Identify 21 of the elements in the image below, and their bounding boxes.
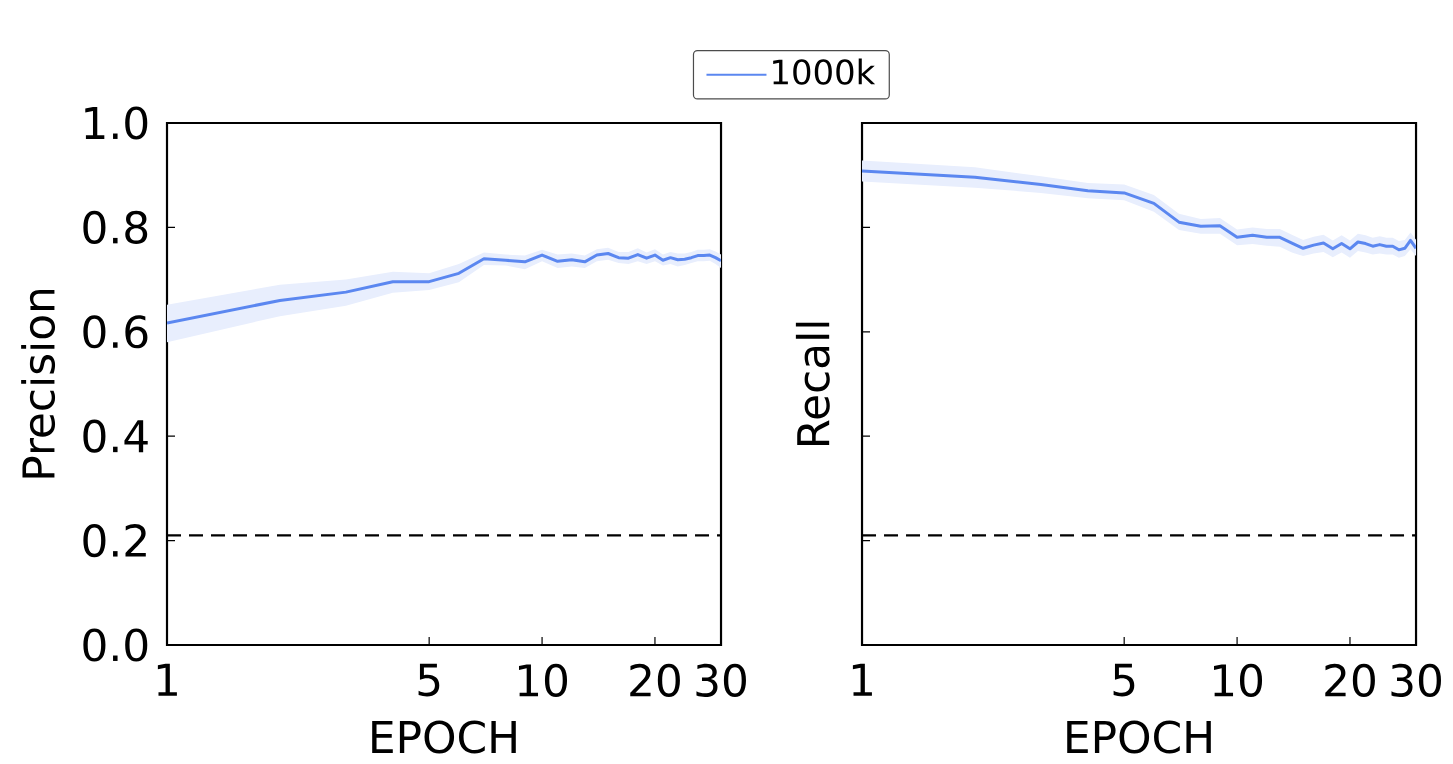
y-tick-label: 0.2 bbox=[83, 524, 146, 558]
x-axis-title: EPOCH bbox=[372, 720, 516, 754]
y-axis-title: Precision bbox=[21, 289, 56, 478]
x-tick-label: 5 bbox=[1113, 663, 1135, 697]
x-tick-label: 10 bbox=[1214, 663, 1263, 697]
y-tick-label: 0.6 bbox=[83, 315, 148, 349]
x-tick-label: 20 bbox=[1325, 663, 1375, 697]
x-tick-label: 10 bbox=[518, 663, 568, 697]
y-tick-label: 1.0 bbox=[85, 106, 148, 140]
x-tick-label: 30 bbox=[696, 663, 746, 697]
y-tick-label: 0.8 bbox=[83, 210, 148, 244]
x-tick-label: 1 bbox=[157, 663, 177, 696]
x-tick-label: 20 bbox=[630, 663, 680, 697]
y-axis-title: Recall bbox=[795, 322, 830, 446]
x-tick-label: 30 bbox=[1391, 663, 1441, 697]
x-tick-label: 5 bbox=[418, 663, 440, 697]
y-tick-label: 0.0 bbox=[83, 628, 148, 662]
x-axis-title: EPOCH bbox=[1067, 720, 1211, 754]
y-tick-label: 0.4 bbox=[83, 419, 148, 453]
legend-label: 1000k bbox=[773, 58, 876, 85]
x-tick-label: 1 bbox=[852, 663, 872, 696]
